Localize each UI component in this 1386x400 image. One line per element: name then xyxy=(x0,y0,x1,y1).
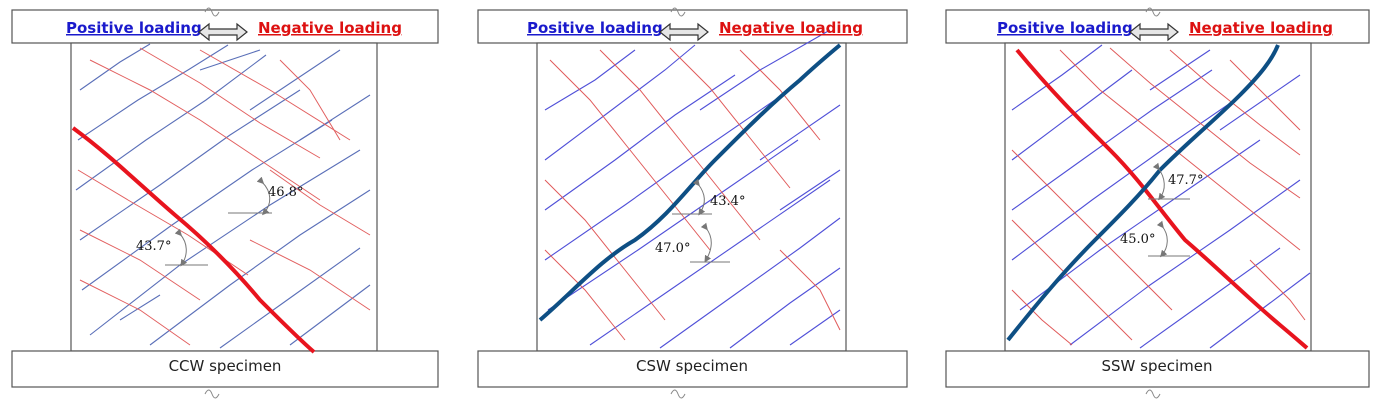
wall-outline xyxy=(70,42,378,352)
bottom-beam xyxy=(477,350,908,388)
negative-loading-label: Negative loading xyxy=(719,19,863,37)
break-mark-bottom xyxy=(1145,389,1161,399)
top-beam xyxy=(11,9,439,44)
break-mark-bottom xyxy=(670,389,686,399)
positive-loading-label: Positive loading xyxy=(66,19,202,37)
cracks-negative xyxy=(1011,47,1306,346)
panel-csw: Positive loading Negative loading 43.4° … xyxy=(477,7,908,399)
positive-loading-label: Positive loading xyxy=(997,19,1133,37)
angle-annotations xyxy=(165,176,272,267)
angle-annotations xyxy=(1148,162,1190,258)
negative-loading-label: Negative loading xyxy=(258,19,402,37)
main-crack-red xyxy=(1015,48,1309,350)
top-beam xyxy=(477,9,908,44)
cracks-negative xyxy=(544,47,841,341)
angle-annotations xyxy=(672,178,730,263)
angle-label-2: 45.0° xyxy=(1120,232,1155,247)
main-crack-blue xyxy=(538,43,842,322)
main-crack-red xyxy=(71,126,316,354)
specimen-name: CSW specimen xyxy=(636,357,748,375)
break-mark-bottom xyxy=(204,389,220,399)
bottom-beam xyxy=(11,350,439,388)
double-arrow-icon xyxy=(659,22,709,42)
panel-ssw: Positive loading Negative loading 47.7° … xyxy=(945,7,1370,399)
angle-label-1: 43.4° xyxy=(710,194,745,209)
break-mark-top xyxy=(1145,7,1161,17)
negative-loading-label: Negative loading xyxy=(1189,19,1333,37)
break-mark-top xyxy=(670,7,686,17)
angle-label-1: 46.8° xyxy=(268,185,303,200)
specimen-name: CCW specimen xyxy=(169,357,282,375)
positive-loading-label: Positive loading xyxy=(527,19,663,37)
double-arrow-icon xyxy=(1129,22,1179,42)
angle-label-2: 47.0° xyxy=(655,241,690,256)
angle-label-1: 47.7° xyxy=(1168,173,1203,188)
cracks-positive xyxy=(75,43,371,349)
double-arrow-icon xyxy=(198,22,248,42)
bottom-beam xyxy=(945,350,1370,388)
break-mark-top xyxy=(204,7,220,17)
specimen-name: SSW specimen xyxy=(1102,357,1213,375)
angle-label-2: 43.7° xyxy=(136,239,171,254)
panel-ccw: Positive loading Negative loading 46.8° … xyxy=(11,7,439,399)
